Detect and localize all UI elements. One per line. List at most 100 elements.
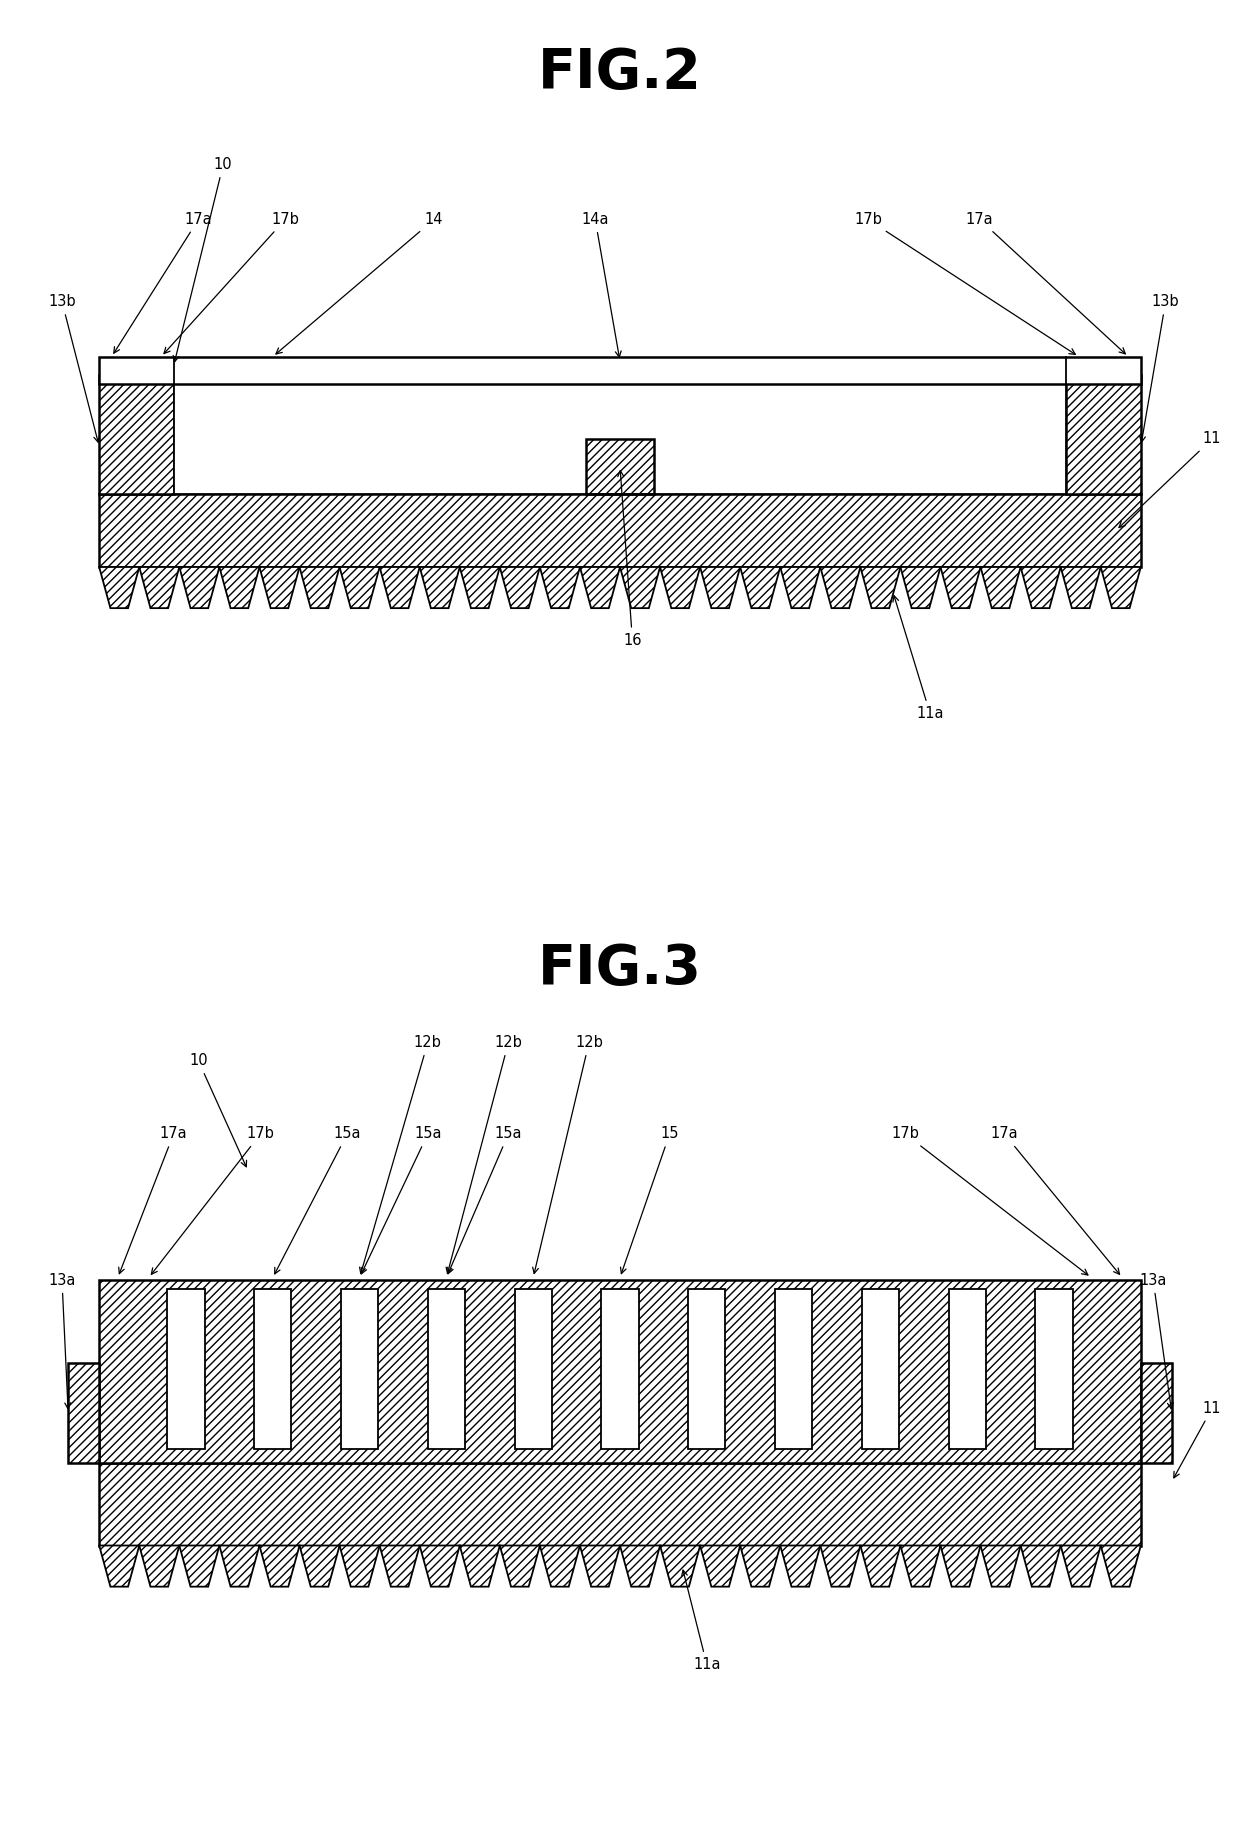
Text: 17a: 17a	[114, 212, 212, 353]
Polygon shape	[500, 567, 539, 607]
Bar	[68, 1363, 99, 1463]
Polygon shape	[981, 1546, 1021, 1586]
Text: 12b: 12b	[533, 1035, 603, 1273]
Bar	[99, 357, 1141, 384]
Text: 15a: 15a	[275, 1127, 361, 1273]
Polygon shape	[460, 1546, 500, 1586]
Bar	[1035, 1289, 1073, 1449]
Text: 17a: 17a	[991, 1127, 1120, 1275]
Text: 13a: 13a	[48, 1273, 76, 1408]
Polygon shape	[539, 1546, 580, 1586]
Text: 10: 10	[174, 157, 233, 362]
Text: 11a: 11a	[893, 596, 944, 721]
Bar	[585, 439, 655, 494]
Polygon shape	[139, 1546, 180, 1586]
Text: 16: 16	[618, 470, 641, 647]
Polygon shape	[981, 567, 1021, 607]
Polygon shape	[419, 567, 460, 607]
Text: 10: 10	[188, 1054, 247, 1167]
Polygon shape	[340, 1546, 379, 1586]
Text: 17b: 17b	[892, 1127, 1087, 1275]
Bar	[428, 1289, 465, 1449]
Polygon shape	[539, 567, 580, 607]
Polygon shape	[740, 567, 780, 607]
Bar	[254, 1289, 291, 1449]
Polygon shape	[660, 1546, 701, 1586]
Text: 15a: 15a	[448, 1127, 522, 1273]
Polygon shape	[259, 567, 300, 607]
Bar	[601, 1289, 639, 1449]
Bar	[862, 1289, 899, 1449]
Text: 17a: 17a	[119, 1127, 187, 1273]
Polygon shape	[300, 567, 340, 607]
Polygon shape	[580, 1546, 620, 1586]
Bar	[99, 375, 174, 494]
Text: 17b: 17b	[164, 212, 299, 353]
Text: 14a: 14a	[582, 212, 621, 357]
Text: 15a: 15a	[361, 1127, 441, 1273]
Polygon shape	[259, 1546, 300, 1586]
Polygon shape	[780, 567, 821, 607]
Text: 11: 11	[1118, 432, 1221, 527]
Polygon shape	[1021, 567, 1060, 607]
Polygon shape	[821, 567, 861, 607]
Polygon shape	[219, 1546, 259, 1586]
Bar	[99, 1280, 1141, 1463]
Bar	[949, 1289, 986, 1449]
Polygon shape	[219, 567, 259, 607]
Polygon shape	[861, 567, 900, 607]
Polygon shape	[1101, 1546, 1141, 1586]
Polygon shape	[139, 567, 180, 607]
Polygon shape	[861, 1546, 900, 1586]
Bar	[775, 1289, 812, 1449]
Bar	[515, 1289, 552, 1449]
Polygon shape	[1101, 567, 1141, 607]
Polygon shape	[900, 1546, 940, 1586]
Polygon shape	[379, 567, 419, 607]
Text: 15: 15	[620, 1127, 678, 1273]
Polygon shape	[379, 1546, 419, 1586]
Polygon shape	[99, 567, 139, 607]
Bar	[174, 357, 1066, 494]
Polygon shape	[180, 1546, 219, 1586]
Polygon shape	[620, 1546, 660, 1586]
Polygon shape	[460, 567, 500, 607]
Text: 13a: 13a	[1140, 1273, 1173, 1408]
Bar	[1066, 375, 1141, 494]
Polygon shape	[701, 1546, 740, 1586]
Polygon shape	[580, 567, 620, 607]
Polygon shape	[180, 567, 219, 607]
Polygon shape	[701, 567, 740, 607]
Text: 14: 14	[277, 212, 443, 355]
Bar	[99, 1463, 1141, 1546]
Polygon shape	[500, 1546, 539, 1586]
Text: 17b: 17b	[151, 1127, 274, 1275]
Text: 17b: 17b	[854, 212, 1075, 355]
Text: 17a: 17a	[966, 212, 1126, 353]
Text: 13b: 13b	[1140, 294, 1179, 443]
Text: 13b: 13b	[48, 294, 99, 443]
Polygon shape	[1060, 567, 1101, 607]
Text: FIG.2: FIG.2	[538, 46, 702, 101]
Polygon shape	[940, 567, 981, 607]
Bar	[688, 1289, 725, 1449]
Polygon shape	[340, 567, 379, 607]
Bar	[1141, 1363, 1172, 1463]
Polygon shape	[660, 567, 701, 607]
Polygon shape	[1021, 1546, 1060, 1586]
Text: 12b: 12b	[360, 1035, 441, 1273]
Text: FIG.3: FIG.3	[538, 942, 702, 997]
Polygon shape	[900, 567, 940, 607]
Bar	[167, 1289, 205, 1449]
Polygon shape	[780, 1546, 821, 1586]
Polygon shape	[419, 1546, 460, 1586]
Text: 12b: 12b	[446, 1035, 522, 1273]
Polygon shape	[940, 1546, 981, 1586]
Polygon shape	[99, 1546, 139, 1586]
Polygon shape	[821, 1546, 861, 1586]
Bar	[341, 1289, 378, 1449]
Polygon shape	[620, 567, 660, 607]
Polygon shape	[740, 1546, 780, 1586]
Text: 11a: 11a	[682, 1569, 720, 1672]
Bar	[99, 494, 1141, 567]
